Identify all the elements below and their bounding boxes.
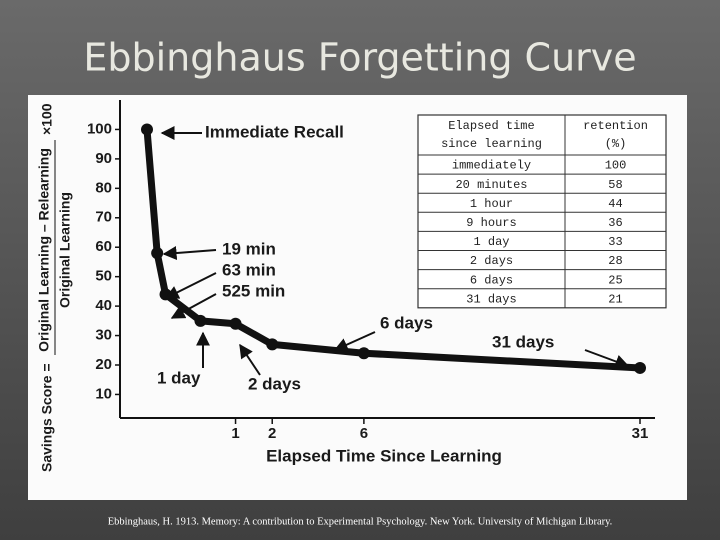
table-cell: 100 [605,159,627,173]
table-cell: 25 [608,273,622,287]
annotation: Immediate Recall [205,122,344,141]
annotation-arrow [162,246,217,261]
x-tick-label: 6 [360,425,368,442]
point [634,361,646,374]
table-header-line: since learning [441,137,542,151]
annotation-arrow [584,349,630,369]
point [194,314,207,327]
x-tick-label: 1 [231,425,239,442]
y-tick-label: 40 [95,297,112,314]
table-cell: 6 days [470,273,513,287]
table-header-line: (%) [605,137,627,151]
chart: 10 20 30 40 50 60 70 80 90 100 1 2 6 31 Elapsed Time S… [36,100,667,472]
table-header: retention (%) [583,119,648,151]
caption: Ebbinghaus, H. 1913. Memory: A contribut… [108,516,613,527]
point [357,347,370,360]
point [229,317,242,330]
y-tick-label: 100 [87,120,112,137]
table-header-line: Elapsed time [448,119,534,133]
y-label-suffix: ×100 [39,103,55,135]
point [141,123,153,136]
y-tick-label: 80 [95,179,112,196]
y-axis-label: Savings Score = Original Learning – Relea… [36,103,73,472]
annotation: 6 days [380,313,433,332]
y-label-denominator: Original Learning [57,192,73,308]
annotation-arrow [170,293,217,319]
annotation-arrow [333,331,376,352]
annotation: 2 days [248,374,301,393]
point [151,247,164,260]
point [266,338,279,351]
table-header: Elapsed time since learning [441,119,542,151]
y-tick-label: 90 [95,150,112,167]
x-tick-label: 2 [268,425,276,442]
annotation-arrow [164,272,217,299]
table-cell: 9 hours [466,216,516,230]
slide-title: Ebbinghaus Forgetting Curve [83,36,636,80]
y-tick-label: 20 [95,356,112,373]
forgetting-curve [143,129,641,372]
y-tick-label: 50 [95,268,112,285]
table-cell: 36 [608,216,622,230]
table-frame [417,114,667,309]
annotation: 1 day [157,368,201,387]
x-tick-label: 31 [632,425,649,442]
annotation: 525 min [222,281,285,300]
table-cell: 1 day [473,235,509,249]
table-cell: 21 [608,292,622,306]
y-tick-label: 70 [95,209,112,226]
table-header-line: retention [583,119,648,133]
table-cell: 44 [608,197,622,211]
table-cell: 2 days [470,254,513,268]
annotation: 19 min [222,239,276,258]
table-cell: 31 days [466,292,516,306]
y-label-numerator: Original Learning – Relearning [36,148,52,352]
y-tick-label: 60 [95,238,112,255]
table-cell: 28 [608,254,622,268]
y-label-prefix: Savings Score = [39,363,55,472]
y-tick-label: 30 [95,327,112,344]
annotation-arrow [239,343,261,376]
annotation: 63 min [222,260,276,279]
annotation: 31 days [492,332,554,351]
table-cell: 1 hour [470,197,513,211]
y-tick-label: 10 [95,385,112,402]
x-axis-label: Elapsed Time Since Learning [266,446,502,465]
table-cell: 58 [608,178,622,192]
point [159,288,172,301]
table-cell: 20 minutes [455,178,527,192]
table-cell: 33 [608,235,622,249]
table-cell: immediately [452,159,531,173]
